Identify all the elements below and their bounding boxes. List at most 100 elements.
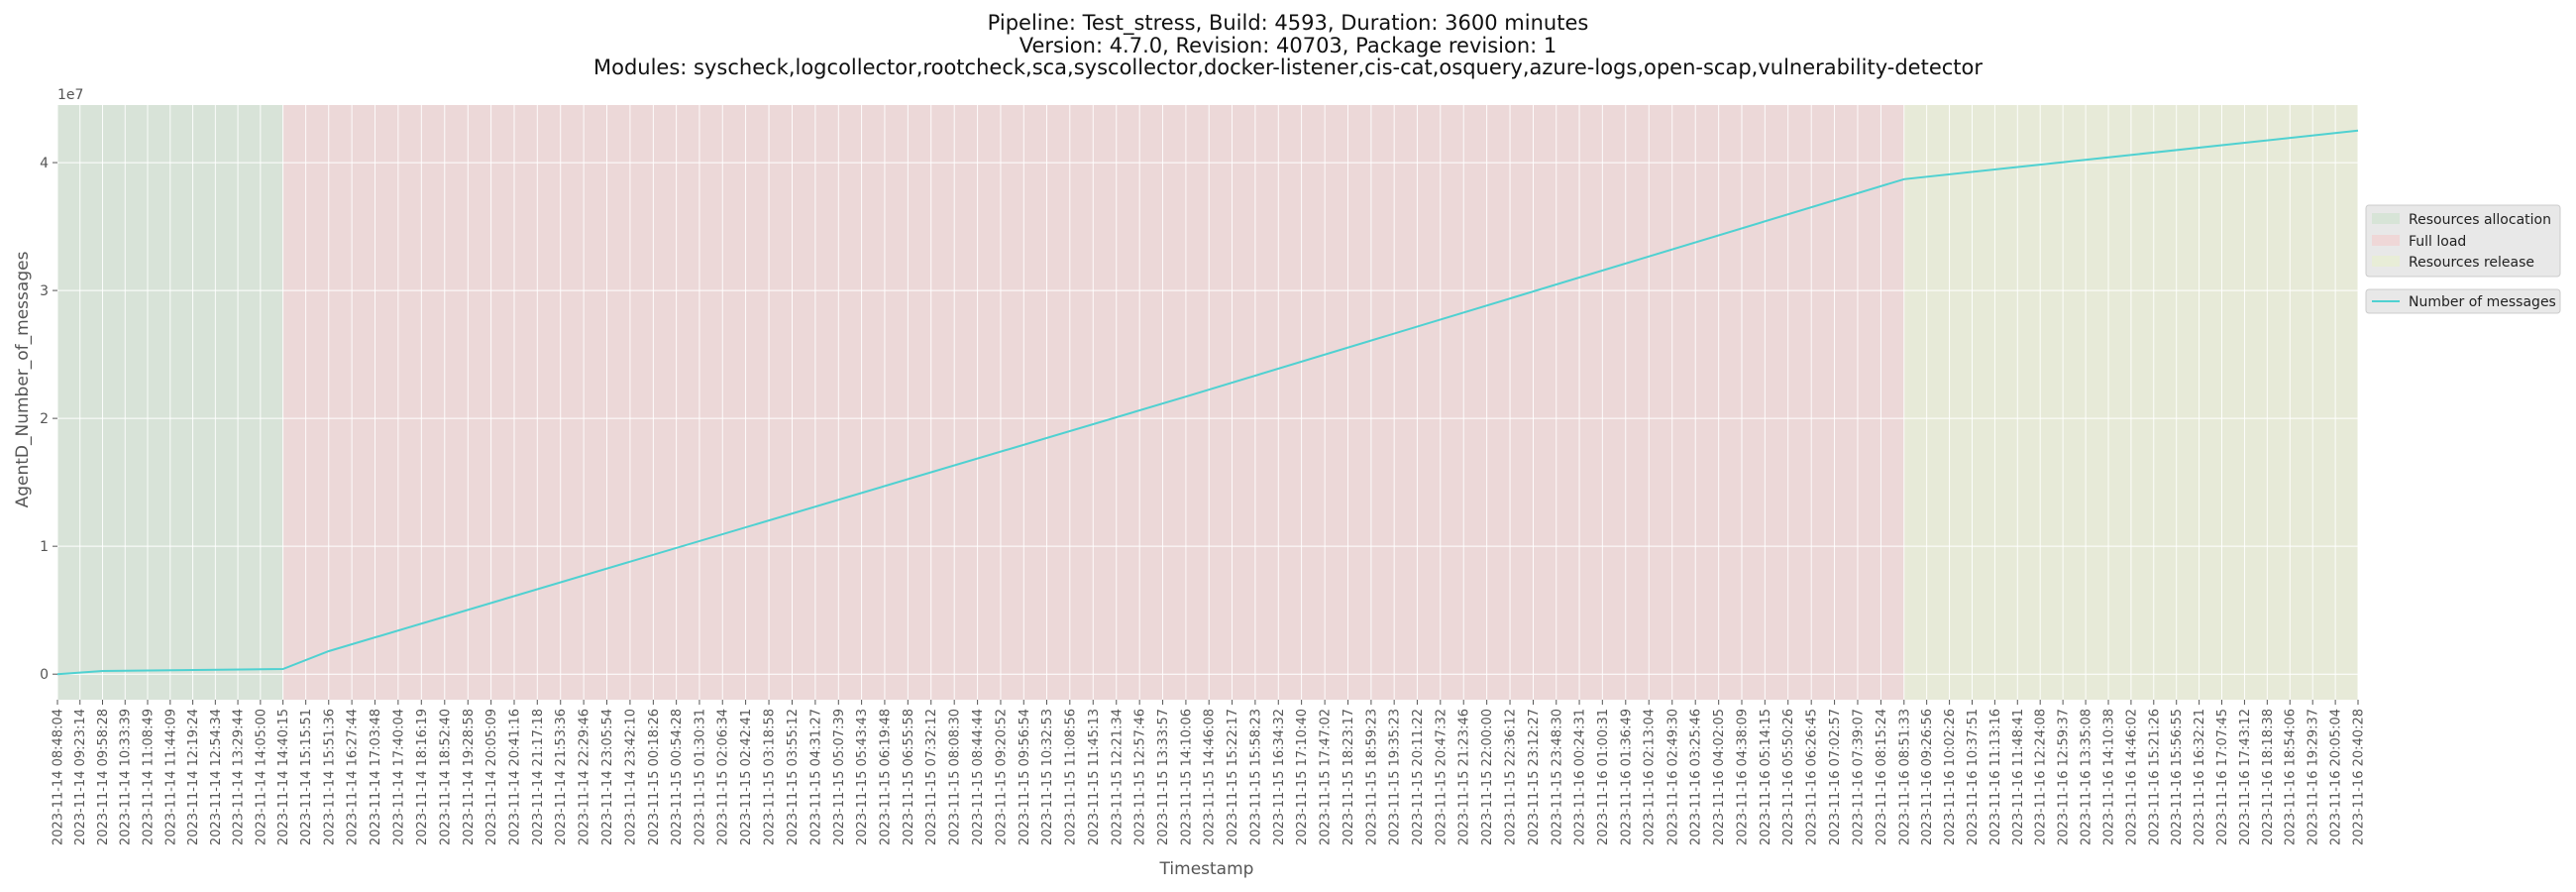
x-tick-label: 2023-11-15 20:47:32 <box>1434 709 1449 845</box>
x-tick-label: 2023-11-16 08:15:24 <box>1875 709 1889 845</box>
x-tick-label: 2023-11-16 00:24:31 <box>1573 709 1588 845</box>
x-tick-label: 2023-11-16 19:29:37 <box>2307 709 2321 845</box>
x-tick-label: 2023-11-14 16:27:44 <box>346 709 361 845</box>
x-tick-label: 2023-11-16 11:13:16 <box>1988 709 2003 845</box>
x-tick-label: 2023-11-14 18:52:40 <box>438 709 453 845</box>
x-tick-label: 2023-11-14 14:05:00 <box>254 709 268 845</box>
x-tick-label: 2023-11-14 11:44:09 <box>163 709 178 845</box>
y-tick-label: 1 <box>40 539 49 555</box>
x-tick-label: 2023-11-15 12:57:46 <box>1133 709 1148 845</box>
x-tick-label: 2023-11-14 17:40:04 <box>391 709 406 845</box>
x-tick-label: 2023-11-16 08:51:33 <box>1897 709 1912 845</box>
x-tick-label: 2023-11-15 04:31:27 <box>808 709 823 845</box>
plot-area: 2023-11-14 08:48:04 2023-11-14 09:23:14 20… <box>40 105 2367 845</box>
x-tick-label: 2023-11-15 16:34:32 <box>1272 709 1287 845</box>
x-tick-label: 2023-11-16 06:26:45 <box>1805 709 1820 845</box>
x-tick-label: 2023-11-15 02:06:34 <box>716 709 731 845</box>
x-tick-label: 2023-11-15 17:47:02 <box>1319 709 1334 845</box>
x-tick-label: 2023-11-15 10:32:53 <box>1040 709 1055 845</box>
legend-label-resources-release: Resources release <box>2409 255 2534 271</box>
x-tick-label: 2023-11-14 10:33:39 <box>119 709 134 845</box>
x-tick-label: 2023-11-14 21:53:36 <box>554 709 569 845</box>
x-tick-label: 2023-11-15 02:42:41 <box>739 709 754 845</box>
legend-phase-box <box>2365 204 2561 278</box>
x-tick-label: 2023-11-15 13:33:57 <box>1156 709 1171 845</box>
x-tick-label: 2023-11-16 18:54:06 <box>2284 709 2299 845</box>
x-tick-label: 2023-11-14 21:17:18 <box>531 709 546 845</box>
x-tick-label: 2023-11-16 04:02:05 <box>1712 709 1727 845</box>
y-tick-label: 4 <box>40 156 49 171</box>
x-tick-label: 2023-11-16 14:46:02 <box>2124 709 2139 845</box>
y-tick-label: 2 <box>40 411 49 427</box>
series-line-number-of-messages <box>56 129 2359 676</box>
x-tick-label: 2023-11-14 19:28:58 <box>462 709 477 845</box>
x-tick-label: 2023-11-16 11:48:41 <box>2011 709 2026 845</box>
y-offset-label: 1e7 <box>57 87 83 103</box>
x-tick-label: 2023-11-15 03:18:58 <box>763 709 778 845</box>
x-tick-label: 2023-11-16 10:37:51 <box>1966 709 1981 845</box>
x-tick-label: 2023-11-15 20:11:22 <box>1411 709 1426 845</box>
x-tick-label: 2023-11-14 08:48:04 <box>52 709 66 845</box>
x-tick-label: 2023-11-14 09:58:28 <box>96 709 111 845</box>
x-tick-label: 2023-11-15 01:30:31 <box>693 709 707 845</box>
x-tick-label: 2023-11-16 05:50:26 <box>1781 709 1796 845</box>
x-tick-label: 2023-11-15 07:32:12 <box>924 709 939 845</box>
x-tick-label: 2023-11-14 12:19:24 <box>186 709 201 845</box>
x-tick-label: 2023-11-15 05:07:39 <box>832 709 847 845</box>
x-tick-label: 2023-11-15 18:59:23 <box>1364 709 1379 845</box>
x-tick-label: 2023-11-14 23:42:10 <box>623 709 638 845</box>
x-tick-label: 2023-11-14 12:54:34 <box>209 709 224 845</box>
legend-swatch-resources-allocation <box>2372 213 2400 224</box>
x-tick-label: 2023-11-16 15:56:55 <box>2170 709 2185 845</box>
x-tick-label: 2023-11-16 07:39:07 <box>1851 709 1866 845</box>
x-tick-label: 2023-11-15 23:48:30 <box>1550 709 1564 845</box>
legend-label-resources-allocation: Resources allocation <box>2409 212 2551 228</box>
x-tick-label: 2023-11-14 14:40:15 <box>276 709 291 845</box>
x-tick-label: 2023-11-16 18:18:38 <box>2261 709 2276 845</box>
x-tick-label: 2023-11-16 13:35:08 <box>2080 709 2094 845</box>
x-tick-label: 2023-11-16 12:24:08 <box>2034 709 2049 845</box>
title-line-2: Version: 4.7.0, Revision: 40703, Package… <box>1020 34 1557 57</box>
x-tick-label: 2023-11-15 03:55:12 <box>786 709 801 845</box>
x-tick-label: 2023-11-16 05:14:15 <box>1759 709 1773 845</box>
legend-swatch-full-load <box>2372 235 2400 246</box>
x-tick-label: 2023-11-15 05:43:43 <box>855 709 870 845</box>
x-tick-label: 2023-11-16 17:07:45 <box>2215 709 2230 845</box>
x-tick-label: 2023-11-15 00:18:26 <box>647 709 662 845</box>
x-tick-label: 2023-11-15 23:12:27 <box>1527 709 1542 845</box>
legend-swatch-resources-release <box>2372 256 2400 267</box>
x-tick-label: 2023-11-14 13:29:44 <box>232 709 247 845</box>
x-tick-label: 2023-11-16 09:26:56 <box>1920 709 1935 845</box>
x-tick-label: 2023-11-15 17:10:40 <box>1295 709 1310 845</box>
y-tick-label: 3 <box>40 283 49 299</box>
x-tick-label: 2023-11-15 08:44:44 <box>971 709 986 845</box>
x-tick-label: 2023-11-14 18:16:19 <box>415 709 430 845</box>
x-tick-label: 2023-11-15 06:19:48 <box>878 709 893 845</box>
legend-label-number-of-messages: Number of messages <box>2409 294 2556 310</box>
x-tick-label: 2023-11-15 11:08:56 <box>1063 709 1078 845</box>
x-tick-label: 2023-11-15 14:46:08 <box>1203 709 1218 845</box>
x-tick-label: 2023-11-15 18:23:17 <box>1342 709 1356 845</box>
x-tick-label: 2023-11-16 10:02:26 <box>1943 709 1958 845</box>
x-tick-label: 2023-11-15 12:21:34 <box>1110 709 1125 845</box>
x-tick-label: 2023-11-14 22:29:46 <box>578 709 592 845</box>
x-tick-label: 2023-11-15 09:56:54 <box>1018 709 1032 845</box>
x-tick-label: 2023-11-16 03:25:46 <box>1689 709 1704 845</box>
plot-background <box>57 105 2358 700</box>
x-tick-label: 2023-11-16 12:59:37 <box>2057 709 2072 845</box>
x-tick-label: 2023-11-16 02:13:04 <box>1643 709 1658 845</box>
x-tick-label: 2023-11-14 09:23:14 <box>73 709 88 845</box>
x-tick-label: 2023-11-15 00:54:28 <box>670 709 685 845</box>
x-tick-label: 2023-11-15 15:22:17 <box>1226 709 1240 845</box>
x-tick-label: 2023-11-15 06:55:58 <box>902 709 916 845</box>
x-tick-label: 2023-11-16 14:10:38 <box>2102 709 2117 845</box>
x-tick-label: 2023-11-16 04:38:09 <box>1735 709 1750 845</box>
x-tick-label: 2023-11-14 20:05:09 <box>484 709 499 845</box>
x-tick-label: 2023-11-16 07:02:57 <box>1828 709 1843 845</box>
x-tick-label: 2023-11-16 16:32:21 <box>2193 709 2207 845</box>
x-tick-label: 2023-11-14 11:08:49 <box>141 709 156 845</box>
x-tick-label: 2023-11-14 15:15:51 <box>299 709 314 845</box>
x-tick-label: 2023-11-15 08:08:30 <box>948 709 963 845</box>
x-tick-label: 2023-11-15 09:20:52 <box>994 709 1009 845</box>
x-tick-label: 2023-11-14 23:05:54 <box>600 709 615 845</box>
